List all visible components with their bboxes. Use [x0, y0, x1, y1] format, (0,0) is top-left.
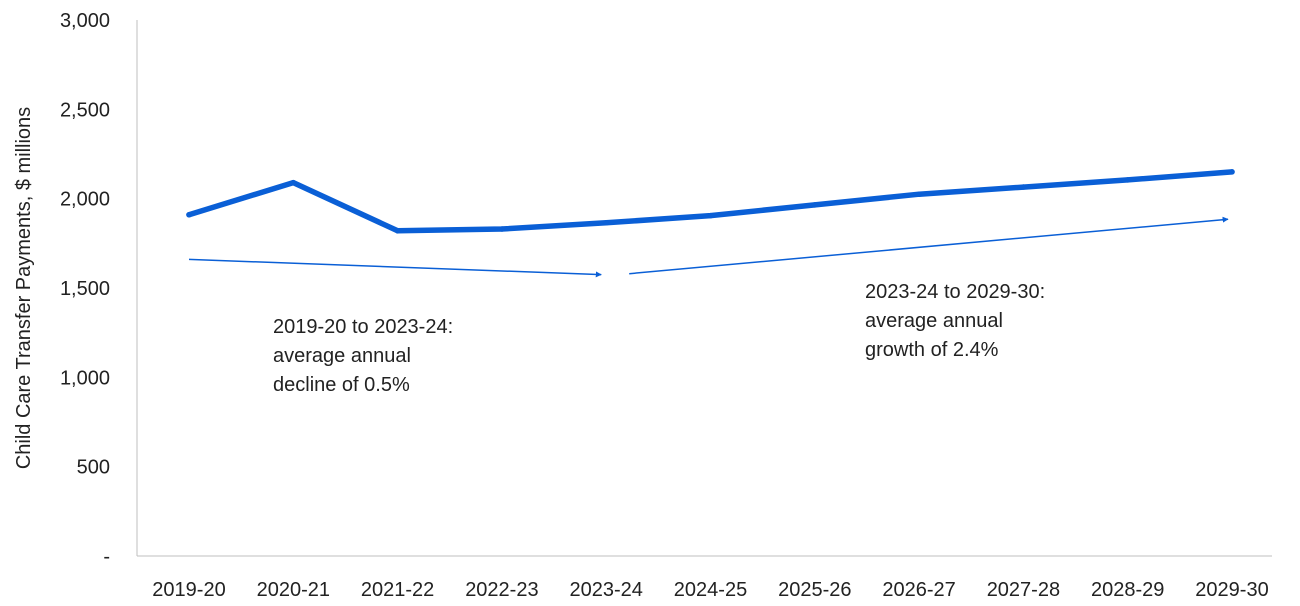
data-point-2028-29 [1124, 177, 1131, 183]
data-point-2025-26 [812, 202, 818, 208]
annotation-text-1: average annual [273, 345, 411, 367]
trend-arrow-2 [629, 216, 1229, 275]
annotations-group: 2019-20 to 2023-24: average annual decline… [188, 216, 1229, 396]
x-tick-label: 2027-28 [987, 579, 1060, 601]
data-point-2020-21 [290, 179, 297, 186]
data-point-2024-25 [707, 212, 714, 219]
data-point-2019-20 [186, 211, 192, 218]
x-tick-label: 2026-27 [882, 579, 955, 601]
data-point-2022-23 [499, 226, 505, 232]
data-point-2027-28 [1020, 184, 1027, 190]
x-tick-label: 2023-24 [569, 579, 642, 601]
y-tick-label: 500 [77, 457, 110, 479]
x-tick-labels: 2019-20 2020-21 2021-22 2022-23 2023-24 2024-… [152, 579, 1268, 601]
x-tick-label: 2025-26 [778, 579, 851, 601]
x-tick-label: 2029-30 [1195, 579, 1268, 601]
y-tick-label: 1,000 [60, 367, 110, 389]
x-tick-label: 2028-29 [1091, 579, 1164, 601]
y-tick-label: 2,000 [60, 189, 110, 211]
y-tick-label: 3,000 [60, 10, 110, 32]
annotation-text-2: growth of 2.4% [865, 339, 999, 361]
y-tick-label: 2,500 [60, 99, 110, 121]
series-line [186, 169, 1235, 234]
annotation-text-1: decline of 0.5% [273, 374, 410, 396]
x-tick-label: 2019-20 [152, 579, 225, 601]
data-point-2029-30 [1229, 169, 1235, 175]
annotation-text-2: 2023-24 to 2029-30: [865, 281, 1045, 303]
x-tick-label: 2021-22 [361, 579, 434, 601]
y-tick-labels: - 500 1,000 1,500 2,000 2,500 3,000 [60, 10, 110, 568]
annotation-text-1: 2019-20 to 2023-24: [273, 316, 453, 338]
annotation-text-2: average annual [865, 310, 1003, 332]
trend-arrow-1 [188, 258, 602, 278]
series-group [186, 169, 1235, 234]
x-tick-label: 2024-25 [674, 579, 747, 601]
x-tick-label: 2022-23 [465, 579, 538, 601]
data-point-2021-22 [394, 228, 401, 234]
x-tick-label: 2020-21 [257, 579, 330, 601]
y-tick-label: 1,500 [60, 278, 110, 300]
y-tick-label: - [103, 546, 110, 568]
data-point-2026-27 [916, 191, 922, 197]
y-axis-title: Child Care Transfer Payments, $ millions [13, 107, 35, 469]
data-point-2023-24 [603, 220, 609, 226]
